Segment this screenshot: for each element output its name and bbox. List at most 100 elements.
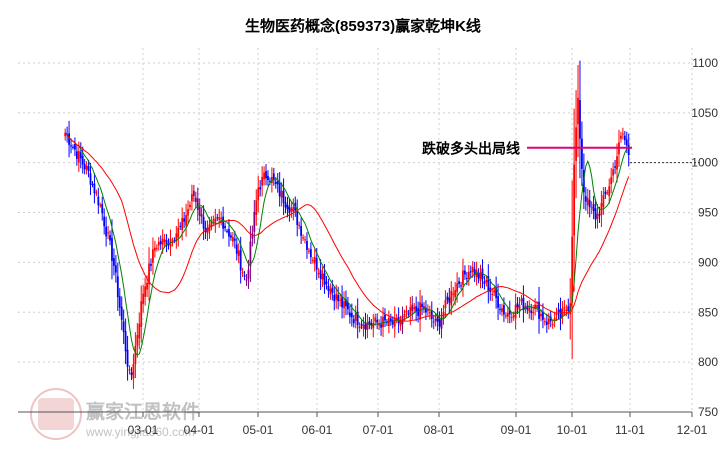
candle (473, 261, 476, 282)
candle (175, 226, 178, 249)
candle (321, 266, 324, 288)
candle (499, 303, 501, 315)
candle (440, 308, 443, 339)
candle (594, 199, 597, 229)
candle (93, 173, 96, 204)
candle (487, 264, 490, 304)
candle (75, 144, 78, 166)
candle (557, 302, 560, 320)
candle (384, 308, 386, 328)
candle (387, 310, 390, 334)
candle (423, 302, 425, 313)
candle (192, 184, 195, 202)
candle (70, 138, 72, 154)
candle (130, 367, 133, 381)
candle (444, 290, 447, 319)
candle (196, 187, 199, 221)
candle (495, 276, 498, 309)
candle (304, 235, 306, 244)
candle (265, 164, 267, 186)
candle (68, 120, 70, 158)
candle (95, 189, 98, 197)
candle (177, 218, 180, 247)
candle (109, 230, 111, 246)
candle (261, 166, 264, 197)
candle (475, 261, 478, 286)
x-tick-label: 09-01 (501, 423, 532, 437)
candle (370, 318, 373, 330)
annotations: 跌破多头出局线 (422, 141, 632, 157)
y-tick-label: 1050 (691, 106, 718, 120)
candle (308, 247, 310, 255)
candle (200, 207, 203, 224)
candle (157, 237, 160, 251)
candle (341, 285, 343, 319)
candle (163, 233, 166, 248)
candle (124, 318, 127, 365)
candle (368, 316, 371, 330)
candle (216, 213, 219, 222)
candle (191, 184, 193, 211)
candle (189, 201, 191, 211)
candle (255, 189, 258, 226)
candle (253, 199, 256, 244)
candle (522, 285, 525, 323)
candle (545, 313, 548, 333)
candle (405, 305, 408, 318)
x-tick-label: 05-01 (243, 423, 274, 437)
candle (378, 319, 381, 331)
moving-averages (64, 132, 630, 356)
candle (448, 288, 451, 313)
candle (364, 312, 367, 340)
candle (469, 265, 472, 279)
candle (514, 293, 517, 330)
candles (64, 60, 630, 390)
candle (352, 314, 355, 328)
candle (542, 303, 544, 329)
candle (148, 247, 150, 301)
candle (543, 317, 546, 326)
candle (620, 131, 622, 143)
candle (179, 222, 182, 230)
candle (430, 301, 433, 328)
candle (366, 314, 369, 339)
x-tick-label: 06-01 (302, 423, 333, 437)
candle (590, 201, 593, 215)
candle (89, 162, 92, 196)
candle (187, 200, 189, 225)
candle (249, 225, 252, 283)
candle (553, 311, 556, 328)
candle (126, 335, 129, 381)
watermark-url: www.yingjia360.com (85, 425, 195, 439)
x-tick-label: 11-01 (615, 423, 645, 437)
candle (610, 168, 613, 194)
candle (337, 286, 340, 310)
candle (220, 211, 223, 226)
candle (413, 302, 416, 314)
watermark-seal (30, 388, 82, 440)
exit-line-label: 跌破多头出局线 (422, 141, 520, 157)
x-tick-label: 04-01 (184, 423, 215, 437)
candle (491, 287, 494, 302)
candle (446, 292, 449, 305)
axes: 750 800 850 900 950 1000 1050 1100 03-01 04-01 05-… (18, 56, 718, 437)
candle (97, 187, 100, 214)
candle (501, 303, 503, 317)
candle (296, 199, 299, 237)
candle (428, 305, 431, 320)
candle (516, 296, 519, 315)
candle (85, 161, 88, 175)
candle (105, 216, 108, 247)
candle (300, 217, 303, 244)
ma-short-line (64, 132, 630, 356)
y-tick-label: 900 (698, 255, 718, 269)
candle (534, 298, 537, 316)
candle (442, 304, 445, 325)
candle (575, 90, 577, 199)
candle (251, 225, 254, 247)
candle (458, 277, 460, 288)
candle (267, 170, 269, 186)
candle (231, 232, 234, 247)
candle (571, 180, 574, 359)
